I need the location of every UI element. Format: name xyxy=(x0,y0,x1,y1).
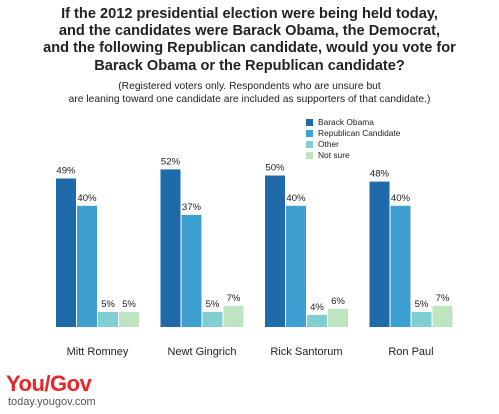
bar xyxy=(369,181,390,327)
chart-subtitle: (Registered voters only. Respondents who… xyxy=(0,81,499,106)
legend-item: Other xyxy=(306,139,400,150)
data-label: 48% xyxy=(370,169,390,180)
data-label: 4% xyxy=(310,302,324,313)
bar xyxy=(56,178,76,327)
chart-legend: Barack Obama Republican Candidate Other … xyxy=(306,117,400,161)
site-url: today.yougov.com xyxy=(8,396,96,408)
category-label: Ron Paul xyxy=(388,346,433,358)
data-label: 40% xyxy=(286,193,306,204)
bar xyxy=(411,311,432,327)
bar xyxy=(119,311,139,327)
category-label: Mitt Romney xyxy=(67,346,129,358)
title-line: If the 2012 presidential election were b… xyxy=(61,6,438,22)
legend-swatch xyxy=(306,130,313,137)
data-label: 37% xyxy=(182,202,202,213)
logo-slash: / xyxy=(44,371,51,396)
category-label: Rick Santorum xyxy=(270,346,342,358)
bar xyxy=(202,311,223,327)
bar xyxy=(181,214,202,327)
legend-label: Not sure xyxy=(318,150,350,160)
yougov-logo: You/Gov xyxy=(6,371,92,396)
legend-item: Republican Candidate xyxy=(306,128,400,139)
title-line: Barack Obama or the Republican candidate… xyxy=(94,57,405,74)
subtitle-line: (Registered voters only. Respondents who… xyxy=(118,81,381,92)
bar xyxy=(265,175,285,327)
bar xyxy=(307,314,327,327)
legend-swatch xyxy=(306,152,313,159)
data-label: 50% xyxy=(265,163,285,174)
legend-item: Barack Obama xyxy=(306,117,400,128)
data-label: 7% xyxy=(436,293,450,304)
data-label: 52% xyxy=(161,156,181,167)
bar xyxy=(286,205,306,327)
bar xyxy=(390,205,411,327)
data-label: 7% xyxy=(227,293,241,304)
bar xyxy=(160,169,181,327)
bar xyxy=(98,311,118,327)
bar xyxy=(432,305,453,327)
subtitle-line: are leaning toward one candidate are inc… xyxy=(68,93,431,105)
logo-gov: Gov xyxy=(50,371,92,396)
legend-item: Not sure xyxy=(306,150,400,161)
chart-title: If the 2012 presidential election were b… xyxy=(0,6,499,75)
data-label: 40% xyxy=(391,193,411,204)
bar xyxy=(328,308,348,327)
data-label: 40% xyxy=(77,193,97,204)
data-label: 5% xyxy=(101,299,115,310)
legend-label: Republican Candidate xyxy=(318,128,401,138)
data-label: 5% xyxy=(206,299,220,310)
data-label: 6% xyxy=(331,296,345,307)
legend-label: Other xyxy=(318,139,339,149)
title-line: and the candidates were Barack Obama, th… xyxy=(58,23,441,40)
legend-swatch xyxy=(306,141,313,148)
legend-label: Barack Obama xyxy=(318,117,374,127)
title-line: and the following Republican candidate, … xyxy=(43,40,456,57)
data-label: 49% xyxy=(56,166,76,177)
category-label: Newt Gingrich xyxy=(167,346,236,358)
data-label: 5% xyxy=(122,299,136,310)
bar xyxy=(223,305,244,327)
logo-you: You xyxy=(6,371,45,396)
bar xyxy=(77,205,97,327)
legend-swatch xyxy=(306,119,313,126)
data-label: 5% xyxy=(415,299,429,310)
